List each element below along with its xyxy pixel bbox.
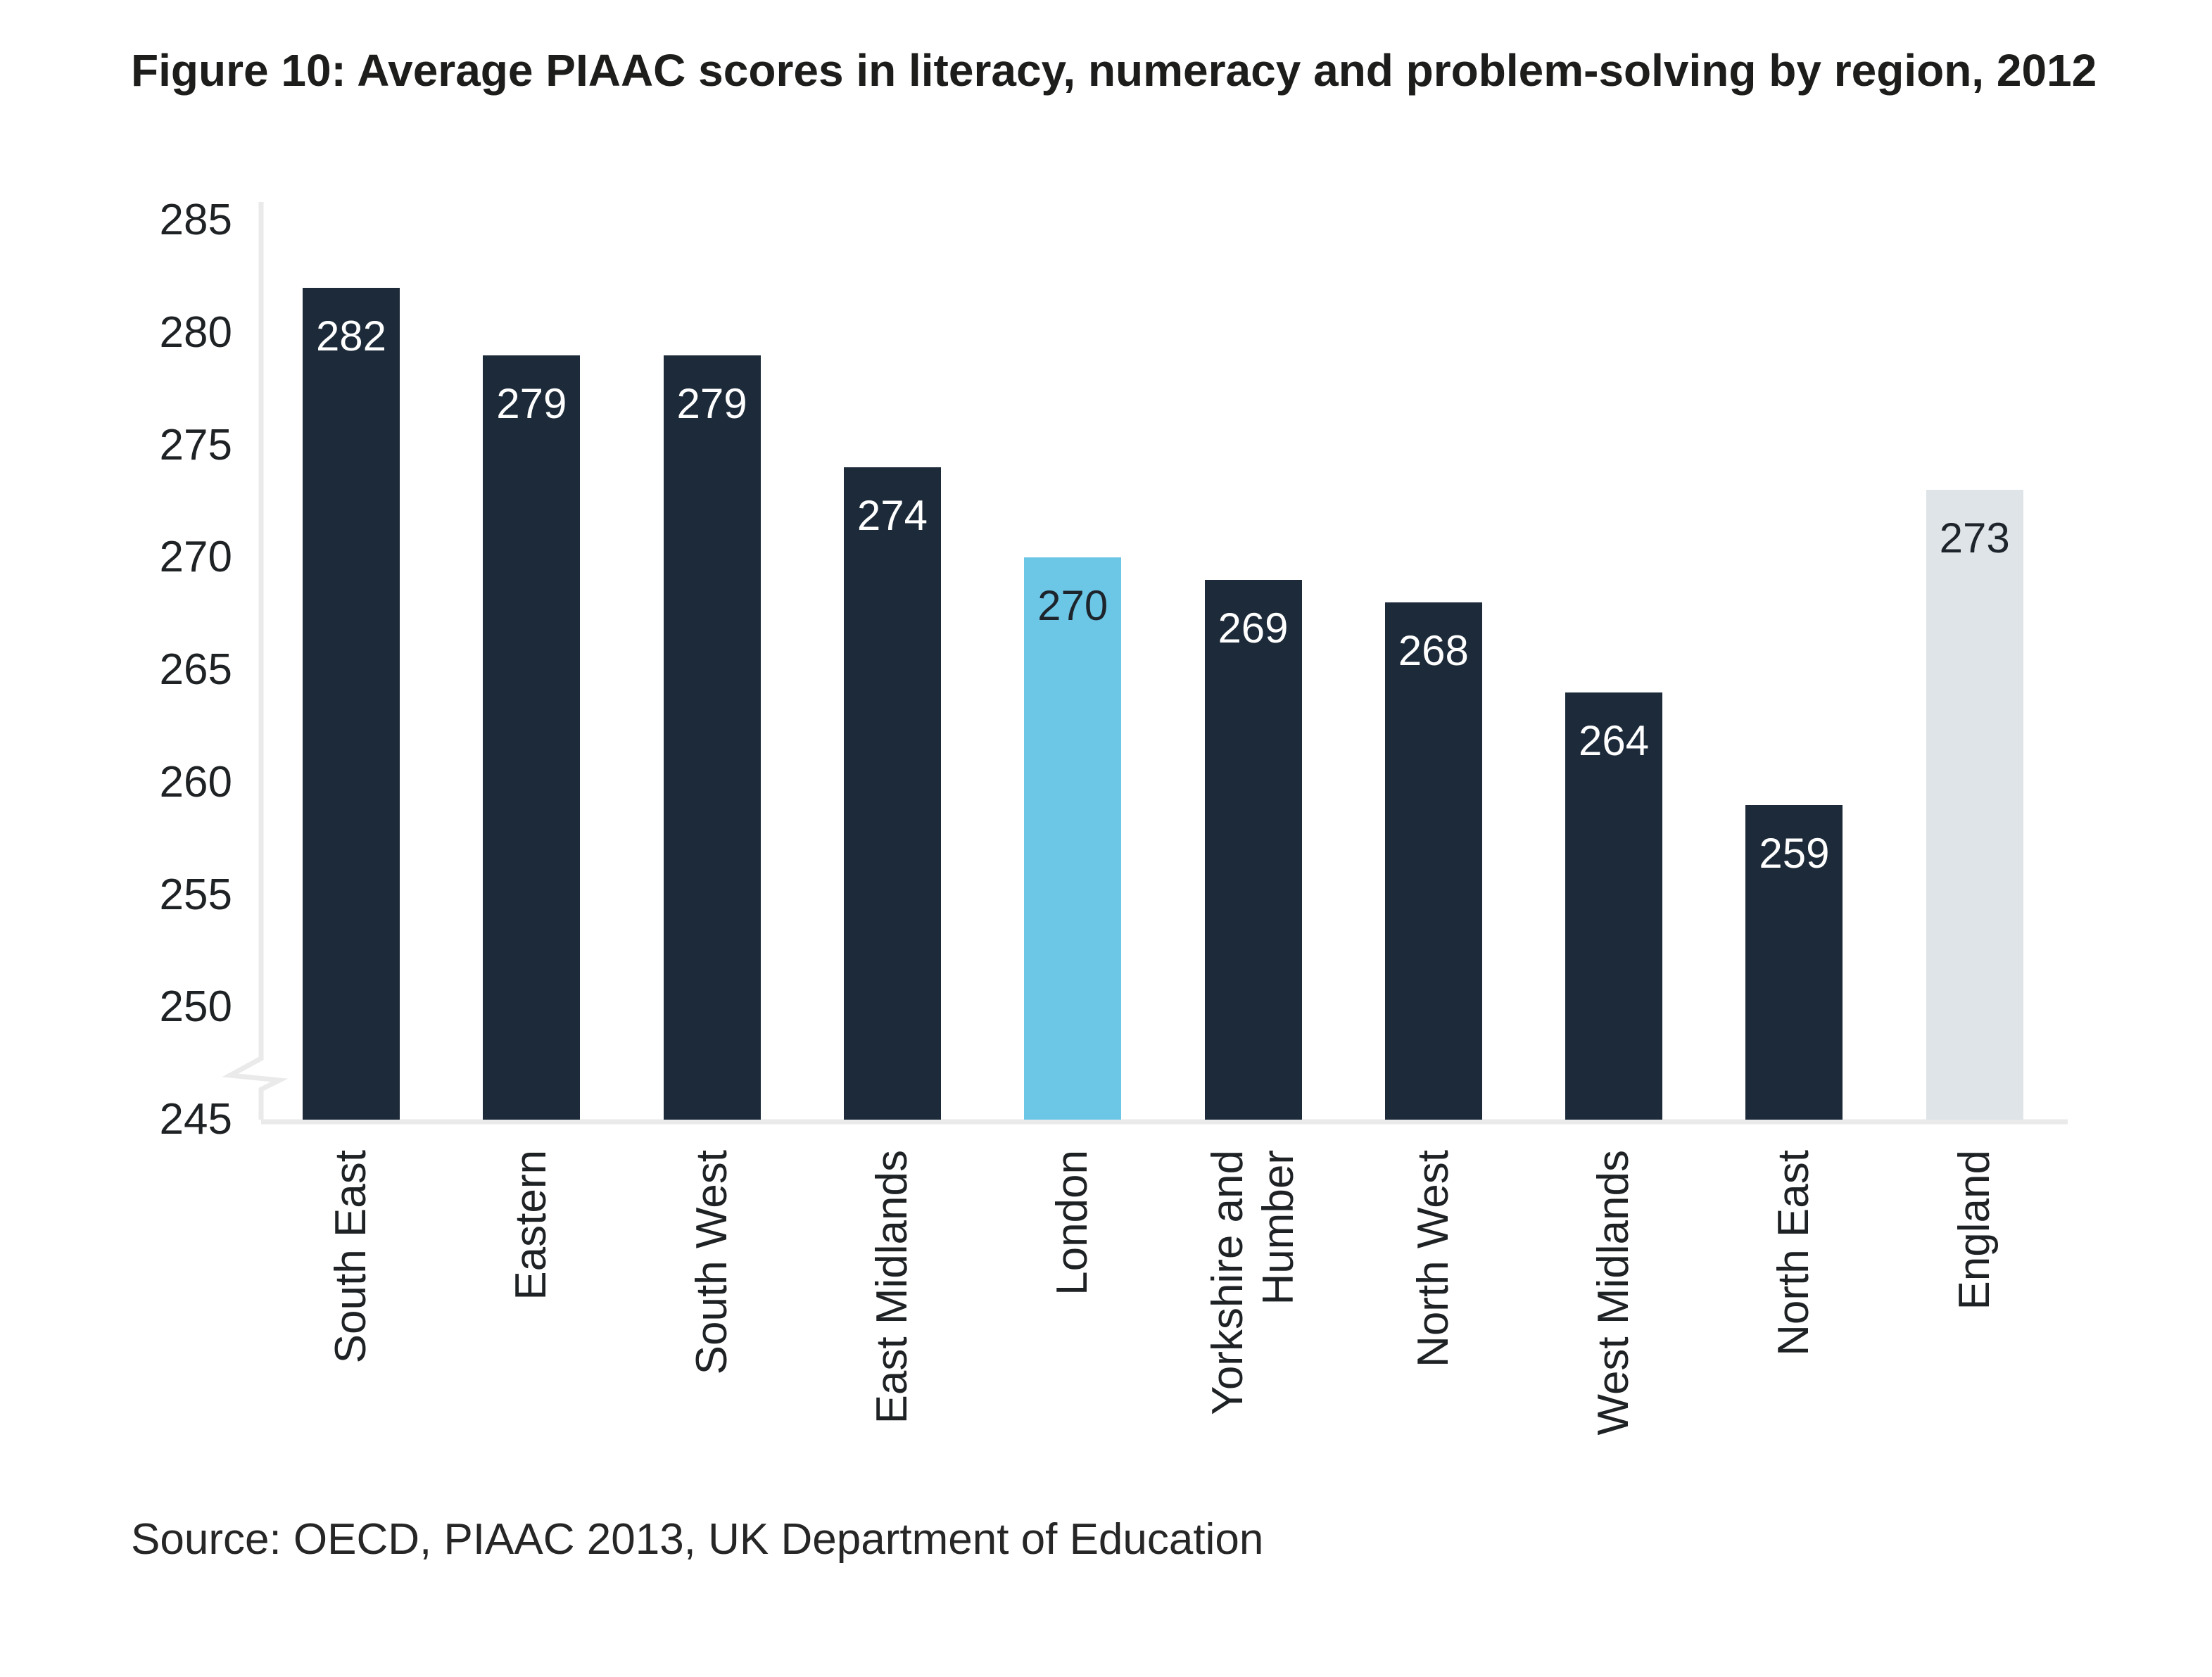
x-axis-label: Yorkshire and Humber bbox=[1203, 1150, 1303, 1415]
x-axis-label: South East bbox=[327, 1150, 375, 1364]
bar-value-label: 259 bbox=[1759, 829, 1830, 877]
y-axis-tick-label: 245 bbox=[159, 1095, 232, 1144]
bar-west-midlands bbox=[1565, 692, 1663, 1120]
figure-title: Figure 10: Average PIAAC scores in liter… bbox=[131, 45, 2097, 96]
y-axis-tick-label: 285 bbox=[159, 196, 232, 244]
bar-east-midlands bbox=[843, 467, 941, 1120]
bar-south-west bbox=[663, 355, 761, 1120]
bar-south-east bbox=[303, 287, 400, 1120]
x-axis-label: North East bbox=[1769, 1150, 1819, 1356]
bar-value-label: 264 bbox=[1579, 716, 1650, 764]
bar-value-label: 274 bbox=[857, 492, 928, 540]
bar-england bbox=[1926, 490, 2023, 1120]
bar-value-label: 279 bbox=[676, 379, 747, 427]
bar-eastern bbox=[483, 355, 581, 1120]
bar-value-label: 282 bbox=[315, 312, 387, 360]
y-axis-tick-label: 270 bbox=[159, 533, 232, 582]
x-axis-label: England bbox=[1949, 1150, 1999, 1310]
bar-value-label: 273 bbox=[1939, 514, 2010, 562]
bar-yorkshire-and-humber bbox=[1204, 580, 1302, 1120]
source-note: Source: OECD, PIAAC 2013, UK Department … bbox=[131, 1515, 1264, 1564]
x-axis-label: West Midlands bbox=[1589, 1150, 1638, 1436]
y-axis-tick-label: 275 bbox=[159, 420, 232, 469]
x-axis-label: London bbox=[1048, 1150, 1097, 1296]
y-axis-tick-label: 265 bbox=[159, 645, 232, 694]
x-axis-label: Eastern bbox=[507, 1150, 556, 1301]
bar-value-label: 270 bbox=[1037, 582, 1108, 630]
bar-london bbox=[1024, 557, 1122, 1120]
y-axis-tick-label: 280 bbox=[159, 308, 232, 357]
bar-value-label: 269 bbox=[1218, 605, 1289, 652]
x-axis-label: South West bbox=[687, 1150, 736, 1375]
bar-north-east bbox=[1745, 804, 1843, 1120]
x-axis-label: East Midlands bbox=[867, 1150, 916, 1424]
bar-value-label: 268 bbox=[1398, 627, 1469, 675]
bar-value-label: 279 bbox=[496, 379, 567, 427]
x-axis-label: North West bbox=[1408, 1150, 1458, 1367]
y-axis-tick-label: 260 bbox=[159, 757, 232, 806]
y-axis-line-with-break-icon bbox=[222, 202, 289, 1120]
bar-north-west bbox=[1384, 602, 1482, 1120]
y-axis-tick-label: 250 bbox=[159, 982, 232, 1032]
y-axis-tick-label: 255 bbox=[159, 870, 232, 919]
